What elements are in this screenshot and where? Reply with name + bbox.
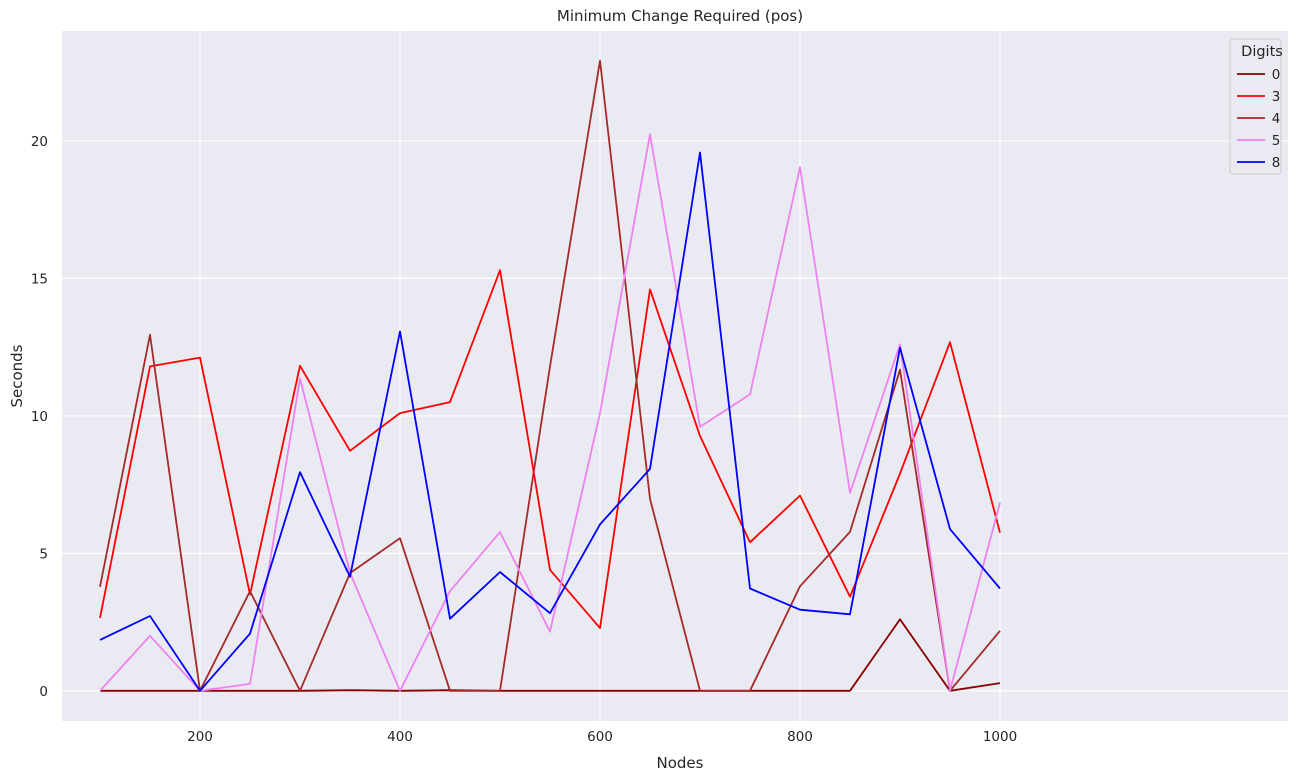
legend-label-8: 8	[1272, 155, 1281, 171]
plot-background	[62, 31, 1288, 721]
y-tick-label: 15	[31, 271, 48, 287]
x-tick-label: 200	[187, 729, 213, 745]
chart-title: Minimum Change Required (pos)	[557, 7, 803, 25]
legend-label-4: 4	[1272, 111, 1281, 127]
x-axis-label: Nodes	[657, 754, 704, 772]
legend-title: Digits	[1241, 44, 1283, 60]
x-tick-label: 400	[387, 729, 413, 745]
legend-label-0: 0	[1272, 67, 1281, 83]
series-line-8	[99, 151, 1001, 692]
x-tick-label: 600	[587, 729, 613, 745]
y-tick-label: 20	[31, 134, 48, 150]
legend-label-5: 5	[1272, 133, 1281, 149]
series-line-3	[99, 269, 1001, 629]
series-lines	[99, 59, 1001, 692]
legend-label-3: 3	[1272, 89, 1281, 105]
x-tick-label: 800	[787, 729, 813, 745]
y-axis-label: Seconds	[8, 344, 26, 407]
series-line-0	[100, 618, 1001, 692]
y-tick-label: 10	[31, 409, 48, 425]
y-tick-label: 0	[39, 684, 48, 700]
x-tick-label: 1000	[983, 729, 1017, 745]
series-line-5	[99, 133, 1001, 692]
y-tick-label: 5	[39, 546, 48, 562]
series-line-4	[99, 59, 1001, 692]
tick-labels: 200 400 600 800 1000 0 5 10 15 20	[31, 134, 1017, 745]
legend: Digits 0 3 4 5 8	[1229, 38, 1283, 175]
